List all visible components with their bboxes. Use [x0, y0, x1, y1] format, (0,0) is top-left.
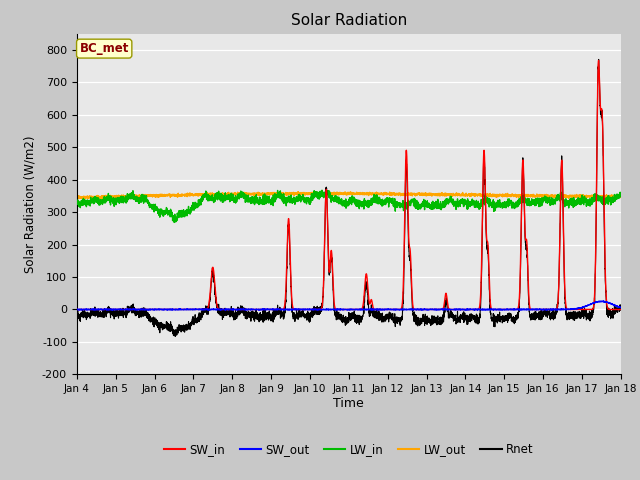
X-axis label: Time: Time — [333, 397, 364, 410]
Y-axis label: Solar Radiation (W/m2): Solar Radiation (W/m2) — [24, 135, 36, 273]
Title: Solar Radiation: Solar Radiation — [291, 13, 407, 28]
Legend: SW_in, SW_out, LW_in, LW_out, Rnet: SW_in, SW_out, LW_in, LW_out, Rnet — [159, 438, 539, 461]
Text: BC_met: BC_met — [79, 42, 129, 55]
